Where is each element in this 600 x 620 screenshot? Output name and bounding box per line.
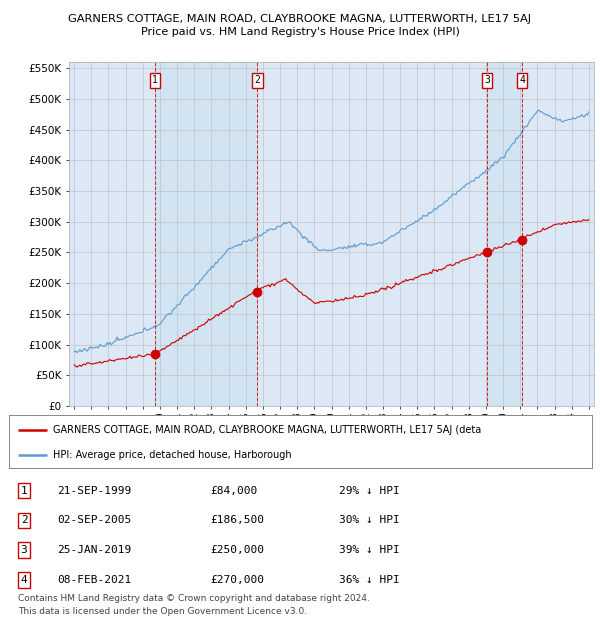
Text: 39% ↓ HPI: 39% ↓ HPI [339,545,400,555]
Text: £270,000: £270,000 [210,575,264,585]
Text: £250,000: £250,000 [210,545,264,555]
Text: 1: 1 [152,76,158,86]
Text: 3: 3 [484,76,490,86]
Text: 21-SEP-1999: 21-SEP-1999 [57,485,131,495]
Text: £84,000: £84,000 [210,485,257,495]
Text: 36% ↓ HPI: 36% ↓ HPI [339,575,400,585]
Text: 29% ↓ HPI: 29% ↓ HPI [339,485,400,495]
Text: 3: 3 [20,545,28,555]
Text: Contains HM Land Registry data © Crown copyright and database right 2024.: Contains HM Land Registry data © Crown c… [18,595,370,603]
Text: 1: 1 [20,485,28,495]
Text: 25-JAN-2019: 25-JAN-2019 [57,545,131,555]
Text: GARNERS COTTAGE, MAIN ROAD, CLAYBROOKE MAGNA, LUTTERWORTH, LE17 5AJ (deta: GARNERS COTTAGE, MAIN ROAD, CLAYBROOKE M… [53,425,481,435]
Text: 08-FEB-2021: 08-FEB-2021 [57,575,131,585]
Bar [155,62,257,406]
Text: 4: 4 [20,575,28,585]
Text: GARNERS COTTAGE, MAIN ROAD, CLAYBROOKE MAGNA, LUTTERWORTH, LE17 5AJ: GARNERS COTTAGE, MAIN ROAD, CLAYBROOKE M… [68,14,532,24]
Text: 30% ↓ HPI: 30% ↓ HPI [339,515,400,525]
Text: 2: 2 [254,76,260,86]
Text: This data is licensed under the Open Government Licence v3.0.: This data is licensed under the Open Gov… [18,607,307,616]
Text: 02-SEP-2005: 02-SEP-2005 [57,515,131,525]
Text: 4: 4 [519,76,525,86]
Bar [487,62,522,406]
Text: Price paid vs. HM Land Registry's House Price Index (HPI): Price paid vs. HM Land Registry's House … [140,27,460,37]
Text: HPI: Average price, detached house, Harborough: HPI: Average price, detached house, Harb… [53,450,292,460]
Text: £186,500: £186,500 [210,515,264,525]
Text: 2: 2 [20,515,28,525]
